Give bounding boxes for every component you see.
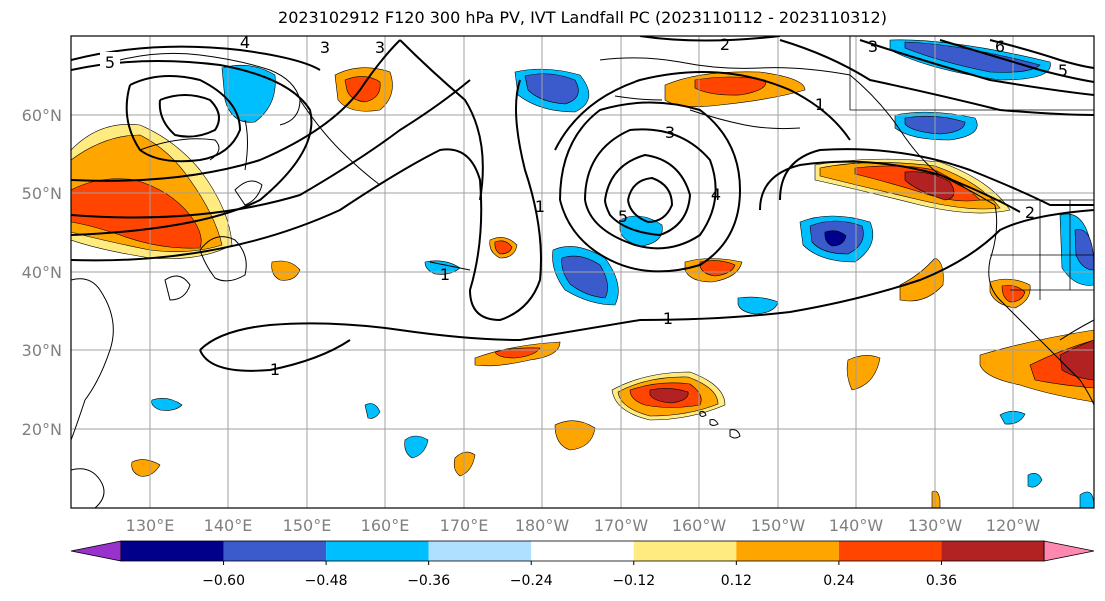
lon-label: 150°E (283, 516, 332, 535)
colorbar-segment (531, 541, 634, 561)
lat-label: 20°N (22, 420, 62, 439)
lon-label: 160°E (361, 516, 410, 535)
colorbar-tick-label: 0.36 (926, 573, 957, 589)
colorbar-tick-label: −0.12 (612, 573, 655, 589)
colorbar-segment (428, 541, 532, 561)
contour-label: 1 (535, 197, 545, 216)
contour-label: 6 (995, 37, 1005, 56)
lon-label: 120°W (986, 516, 1041, 535)
longitude-labels: 130°E 140°E 150°E 160°E 170°E 180°W 170°… (126, 516, 1041, 535)
lon-label: 130°W (908, 516, 963, 535)
lon-label: 140°W (829, 516, 884, 535)
contour-label: 2 (1025, 203, 1035, 222)
colorbar-tick-label: −0.36 (407, 573, 450, 589)
colorbar-tick-label: 0.24 (823, 573, 854, 589)
contour-label: 4 (240, 33, 250, 52)
contour-labels: 5 4 3 3 2 3 6 5 1 3 1 4 5 1 1 1 2 (100, 33, 1068, 379)
colorbar-segment (838, 541, 942, 561)
lat-label: 50°N (22, 184, 62, 203)
contour-label: 5 (618, 207, 628, 226)
pv-contours (71, 36, 1094, 372)
lat-label: 30°N (22, 341, 62, 360)
contour-label: 3 (665, 123, 675, 142)
lon-label: 140°E (204, 516, 253, 535)
contour-label: 3 (868, 37, 878, 56)
contour-label: 3 (375, 38, 385, 57)
lat-label: 60°N (22, 106, 62, 125)
colorbar-segment (736, 541, 839, 561)
colorbar: −0.60 −0.48 −0.36 −0.24 −0.12 0.12 0.24 0.36 (70, 540, 1095, 589)
contour-label: 2 (720, 35, 730, 54)
colorbar-segment (941, 541, 1044, 561)
lat-label: 40°N (22, 263, 62, 282)
colorbar-segment (121, 541, 224, 561)
map-title: 2023102912 F120 300 hPa PV, IVT Landfall… (278, 8, 887, 27)
contour-label: 3 (320, 38, 330, 57)
contour-label: 1 (663, 309, 673, 328)
contour-label: 5 (1058, 61, 1068, 80)
map-frame (70, 35, 1095, 509)
colorbar-outline (120, 540, 1045, 562)
colorbar-tick-label: 0.12 (721, 573, 752, 589)
colorbar-extend-high (1043, 540, 1095, 562)
lon-label: 130°E (126, 516, 175, 535)
lon-label: 160°W (672, 516, 727, 535)
lon-label: 150°W (751, 516, 806, 535)
graticule (71, 36, 1094, 508)
lon-label: 180°W (515, 516, 570, 535)
contour-label: 4 (711, 185, 721, 204)
contour-label: 1 (270, 360, 280, 379)
colorbar-tick-label: −0.60 (202, 573, 245, 589)
colorbar-segment (223, 541, 327, 561)
colorbar-tick-label: −0.48 (305, 573, 348, 589)
contour-label: 5 (105, 53, 115, 72)
latitude-labels: 60°N 50°N 40°N 30°N 20°N (22, 106, 62, 439)
colorbar-extend-low (70, 540, 122, 562)
colorbar-tick-label: −0.24 (510, 573, 553, 589)
colorbar-segment (633, 541, 737, 561)
lon-label: 170°E (440, 516, 489, 535)
pv-anomaly-shading (71, 39, 1094, 508)
lon-label: 170°W (594, 516, 649, 535)
contour-label: 1 (815, 95, 825, 114)
colorbar-segment (326, 541, 429, 561)
contour-label: 1 (440, 265, 450, 284)
